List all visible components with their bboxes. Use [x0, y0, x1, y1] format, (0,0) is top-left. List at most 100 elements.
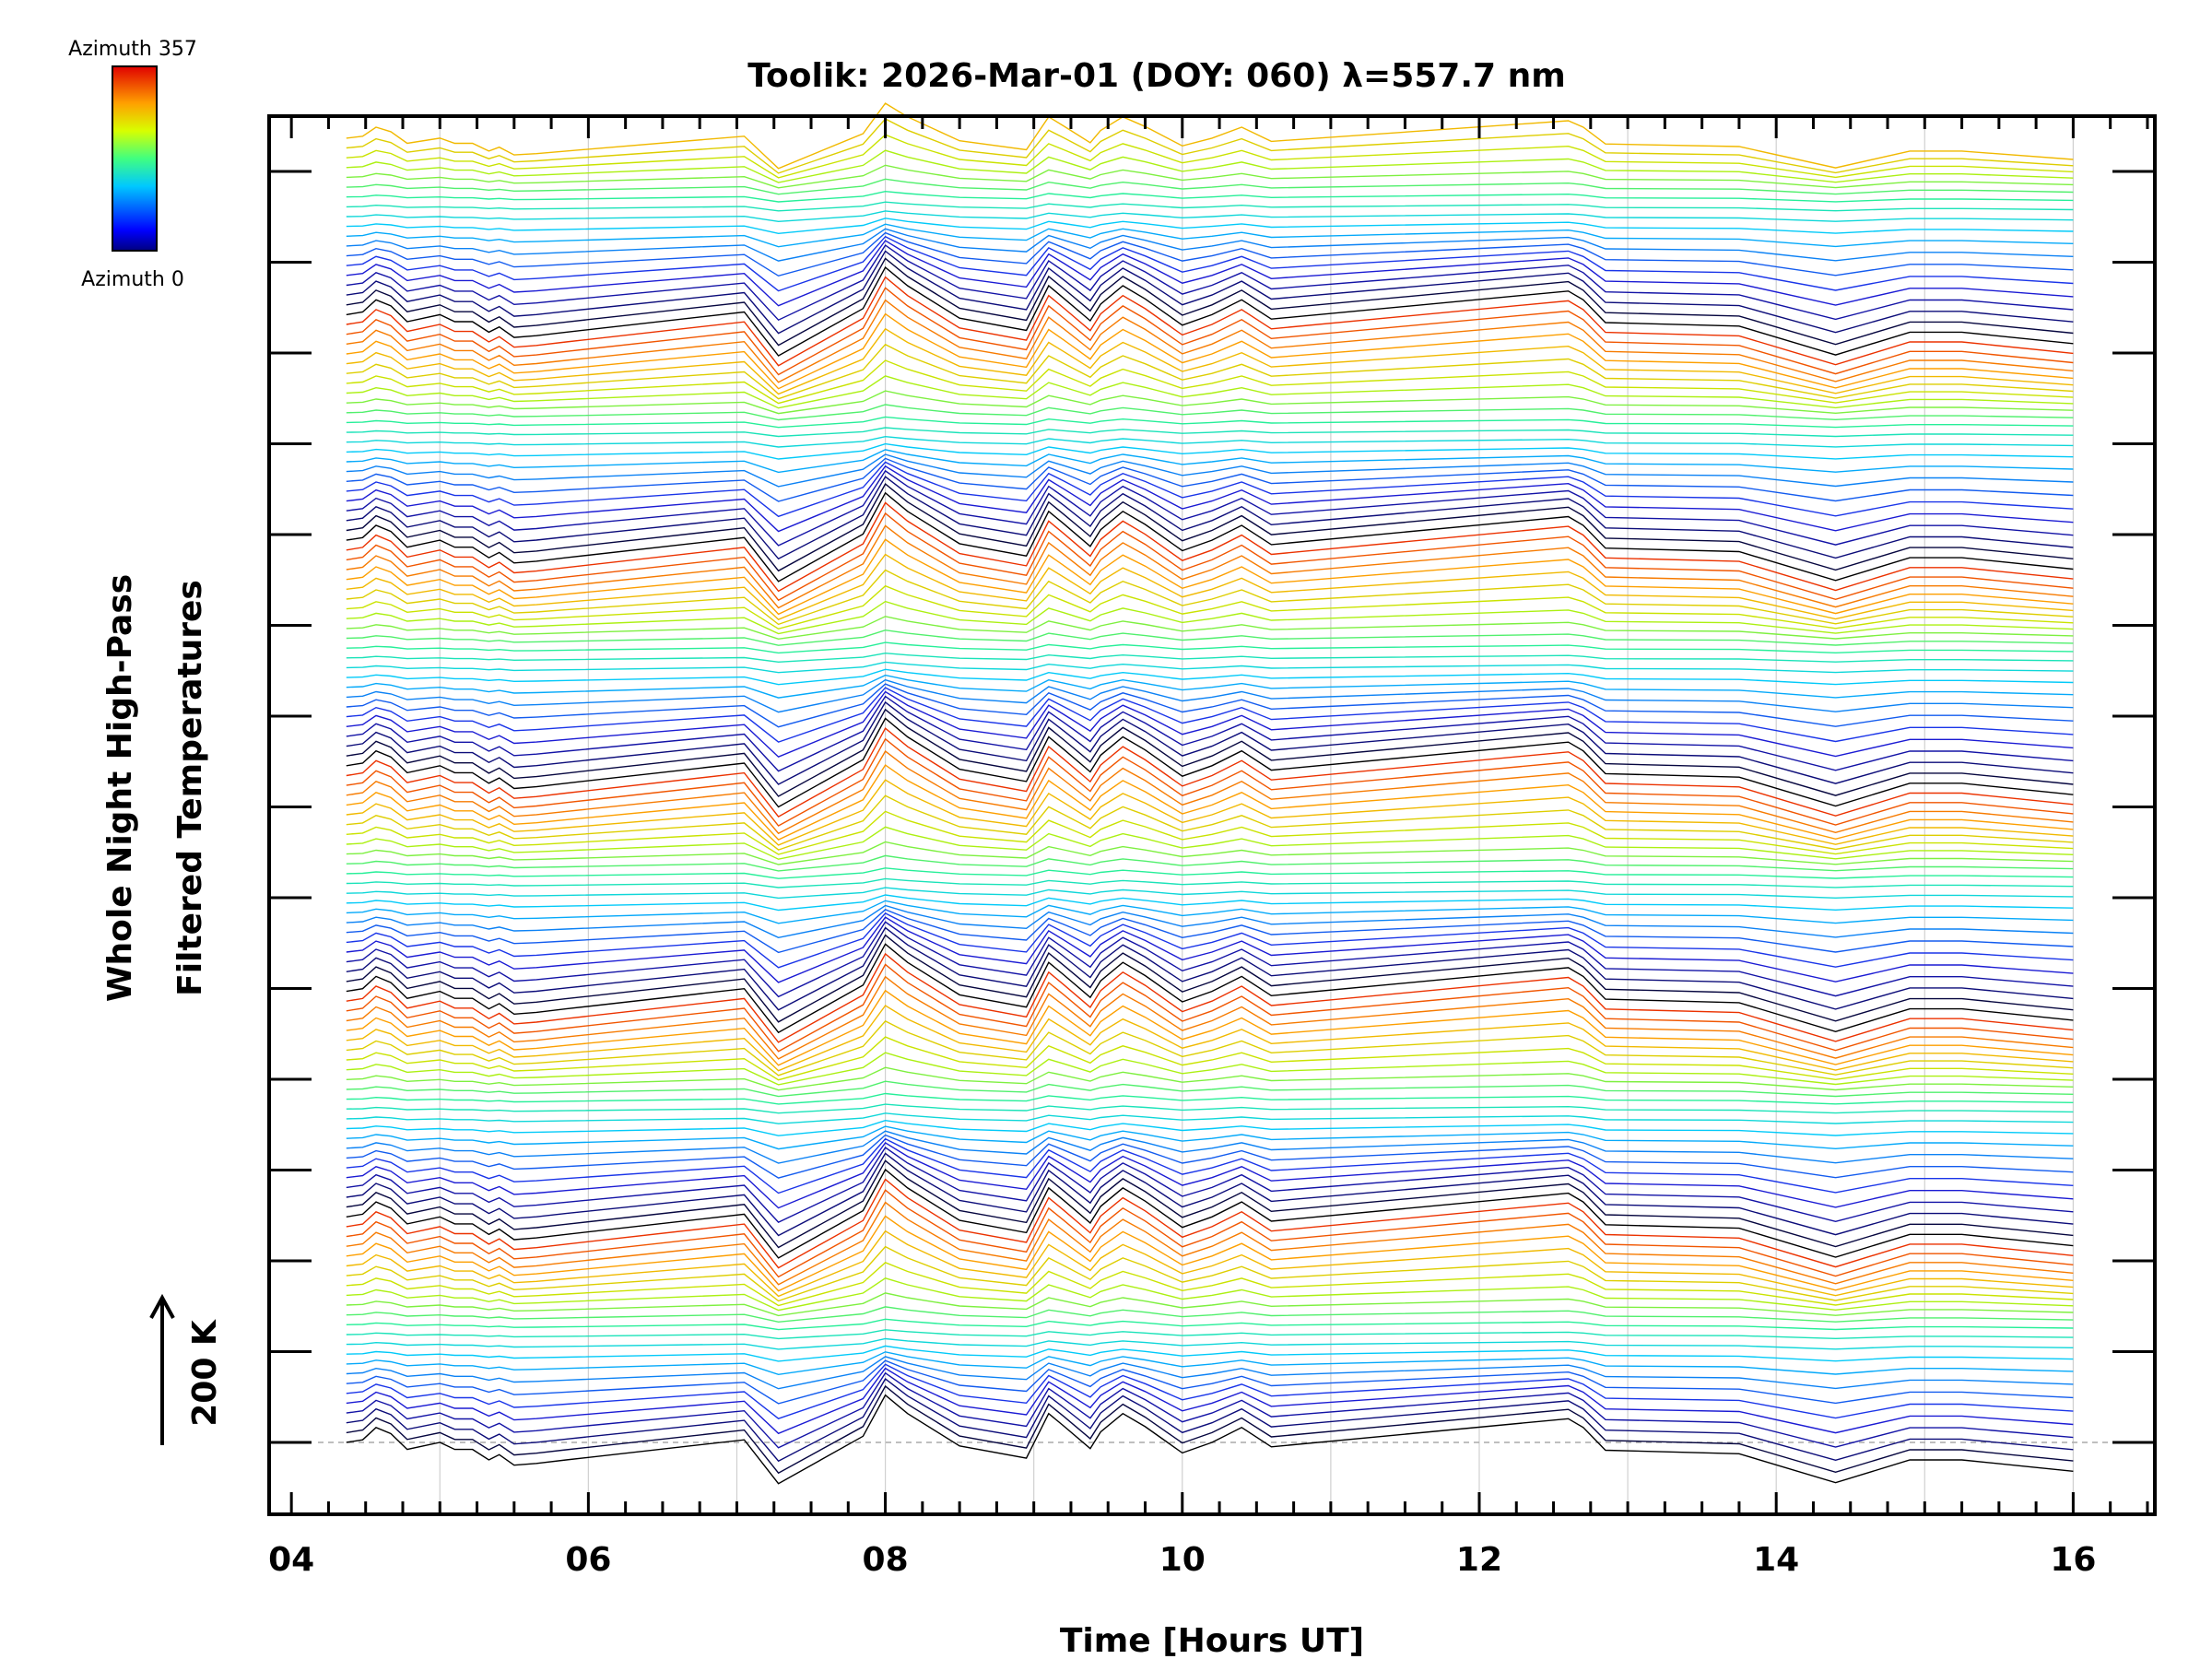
trace-31: [346, 1125, 2074, 1150]
trace-124: [346, 218, 2074, 235]
trace-87: [346, 553, 2074, 621]
trace-58: [346, 867, 2074, 879]
trace-84: [346, 600, 2074, 635]
x-tick-labels: 04 06 08 10 12 14 16: [268, 1541, 2096, 1579]
trace-21: [346, 1189, 2074, 1278]
trace-122: [346, 228, 2074, 262]
trace-40: [346, 1020, 2074, 1077]
trace-75: [346, 683, 2074, 728]
x-tick-label-06: 06: [565, 1541, 611, 1579]
trace-68: [346, 727, 2074, 818]
plot-frame: [267, 114, 2157, 1516]
trace-114: [346, 276, 2074, 367]
trace-59: [346, 854, 2074, 872]
trace-80: [346, 652, 2074, 664]
trace-91: [346, 501, 2074, 593]
trace-77: [346, 674, 2074, 699]
trace-37: [346, 1066, 2074, 1091]
trace-81: [346, 641, 2074, 654]
colorbar-bottom-label: Azimuth 0: [81, 268, 184, 291]
trace-65: [346, 764, 2074, 841]
trace-102: [346, 435, 2074, 448]
trace-51: [346, 912, 2074, 969]
trace-93: [346, 483, 2074, 572]
trace-27: [346, 1141, 2074, 1209]
trace-94: [346, 476, 2074, 560]
trace-50: [346, 916, 2074, 983]
trace-109: [346, 343, 2074, 400]
trace-82: [346, 629, 2074, 646]
trace-28: [346, 1137, 2074, 1194]
trace-54: [346, 900, 2074, 924]
trace-92: [346, 491, 2074, 582]
trace-73: [346, 690, 2074, 759]
trace-52: [346, 908, 2074, 954]
trace-45: [346, 952, 2074, 1043]
trace-76: [346, 678, 2074, 713]
trace-18: [346, 1230, 2074, 1298]
scale-arrow: [149, 1293, 175, 1445]
trace-64: [346, 779, 2074, 846]
scale-label: 200 K: [186, 1319, 224, 1427]
trace-36: [346, 1080, 2074, 1098]
trace-106: [346, 390, 2074, 415]
trace-101: [346, 442, 2074, 460]
trace-98: [346, 457, 2074, 502]
trace-24: [346, 1159, 2074, 1249]
trace-6: [346, 1359, 2074, 1405]
trace-107: [346, 375, 2074, 409]
trace-120: [346, 235, 2074, 292]
trace-25: [346, 1152, 2074, 1237]
colorbar-top-label: Azimuth 357: [68, 38, 197, 61]
trace-89: [346, 524, 2074, 609]
x-axis-label: Time [Hours UT]: [1060, 1622, 1364, 1659]
x-tick-label-08: 08: [863, 1541, 909, 1579]
chart-title: Toolik: 2026-Mar-01 (DOY: 060) λ=557.7 n…: [747, 57, 1566, 95]
trace-35: [346, 1092, 2074, 1105]
y-axis-label-line1: Whole Night High-Pass: [101, 574, 139, 1002]
trace-123: [346, 223, 2074, 248]
trace-83: [346, 616, 2074, 641]
trace-129: [346, 164, 2074, 189]
trace-20: [346, 1201, 2074, 1286]
trace-15: [346, 1277, 2074, 1312]
trace-47: [346, 934, 2074, 1023]
trace-34: [346, 1103, 2074, 1114]
trace-16: [346, 1261, 2074, 1307]
trace-7: [346, 1356, 2074, 1390]
trace-125: [346, 210, 2074, 223]
trace-126: [346, 201, 2074, 212]
trace-117: [346, 250, 2074, 335]
trace-55: [346, 894, 2074, 912]
trace-63: [346, 794, 2074, 851]
trace-99: [346, 453, 2074, 488]
trace-86: [346, 569, 2074, 626]
trace-39: [346, 1036, 2074, 1081]
trace-70: [346, 708, 2074, 797]
trace-42: [346, 989, 2074, 1066]
trace-12: [346, 1318, 2074, 1331]
trace-22: [346, 1178, 2074, 1269]
trace-95: [346, 469, 2074, 547]
trace-103: [346, 427, 2074, 438]
trace-48: [346, 926, 2074, 1011]
trace-46: [346, 943, 2074, 1034]
trace-71: [346, 700, 2074, 785]
trace-60: [346, 841, 2074, 865]
trace-1: [346, 1384, 2074, 1475]
trace-14: [346, 1292, 2074, 1317]
trace-119: [346, 240, 2074, 307]
trace-29: [346, 1134, 2074, 1179]
trace-100: [346, 449, 2074, 474]
trace-33: [346, 1112, 2074, 1124]
trace-0: [346, 1394, 2074, 1485]
trace-53: [346, 904, 2074, 939]
trace-43: [346, 975, 2074, 1060]
x-tick-label-10: 10: [1159, 1541, 1206, 1579]
trace-108: [346, 359, 2074, 405]
trace-11: [346, 1329, 2074, 1340]
trace-132: [346, 118, 2074, 174]
trace-104: [346, 416, 2074, 429]
trace-111: [346, 312, 2074, 390]
trace-110: [346, 327, 2074, 395]
